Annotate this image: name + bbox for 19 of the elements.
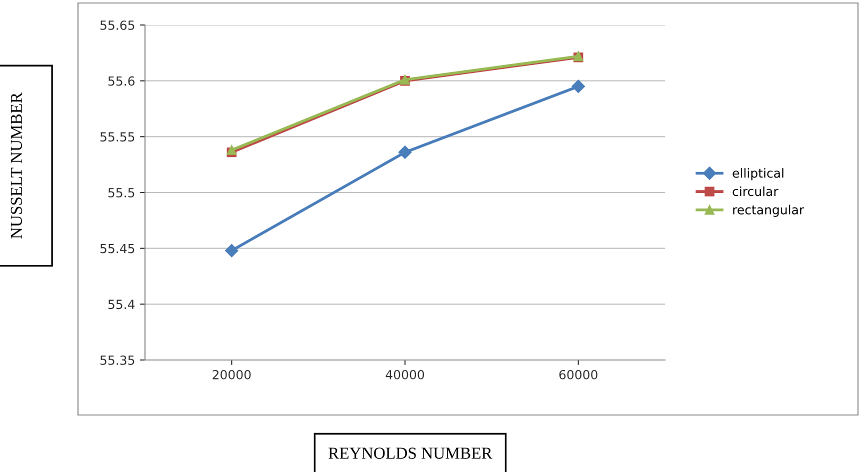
legend-label: elliptical: [732, 168, 784, 180]
y-tick-label: 55.45: [100, 244, 134, 254]
x-tick-label: 20000: [212, 370, 251, 380]
y-tick-label: 55.35: [100, 355, 134, 365]
x-tick-label: 40000: [386, 370, 424, 380]
point: [398, 146, 412, 159]
x-axis-title: REYNOLDS NUMBER: [328, 448, 492, 459]
y-tick-label: 55.4: [108, 300, 135, 310]
x-tick-label: 60000: [559, 370, 598, 380]
legend-label: rectangular: [733, 204, 804, 217]
y-axis-title: NUSSELT NUMBER: [10, 92, 22, 239]
y-tick-label: 55.55: [100, 132, 134, 142]
y-tick-label: 55.65: [100, 20, 134, 30]
point: [572, 80, 585, 94]
legend-label: circular: [732, 186, 778, 196]
point: [226, 145, 237, 155]
point: [225, 244, 238, 258]
y-tick-label: 55.6: [108, 76, 134, 86]
y-tick-label: 55.5: [108, 188, 134, 198]
